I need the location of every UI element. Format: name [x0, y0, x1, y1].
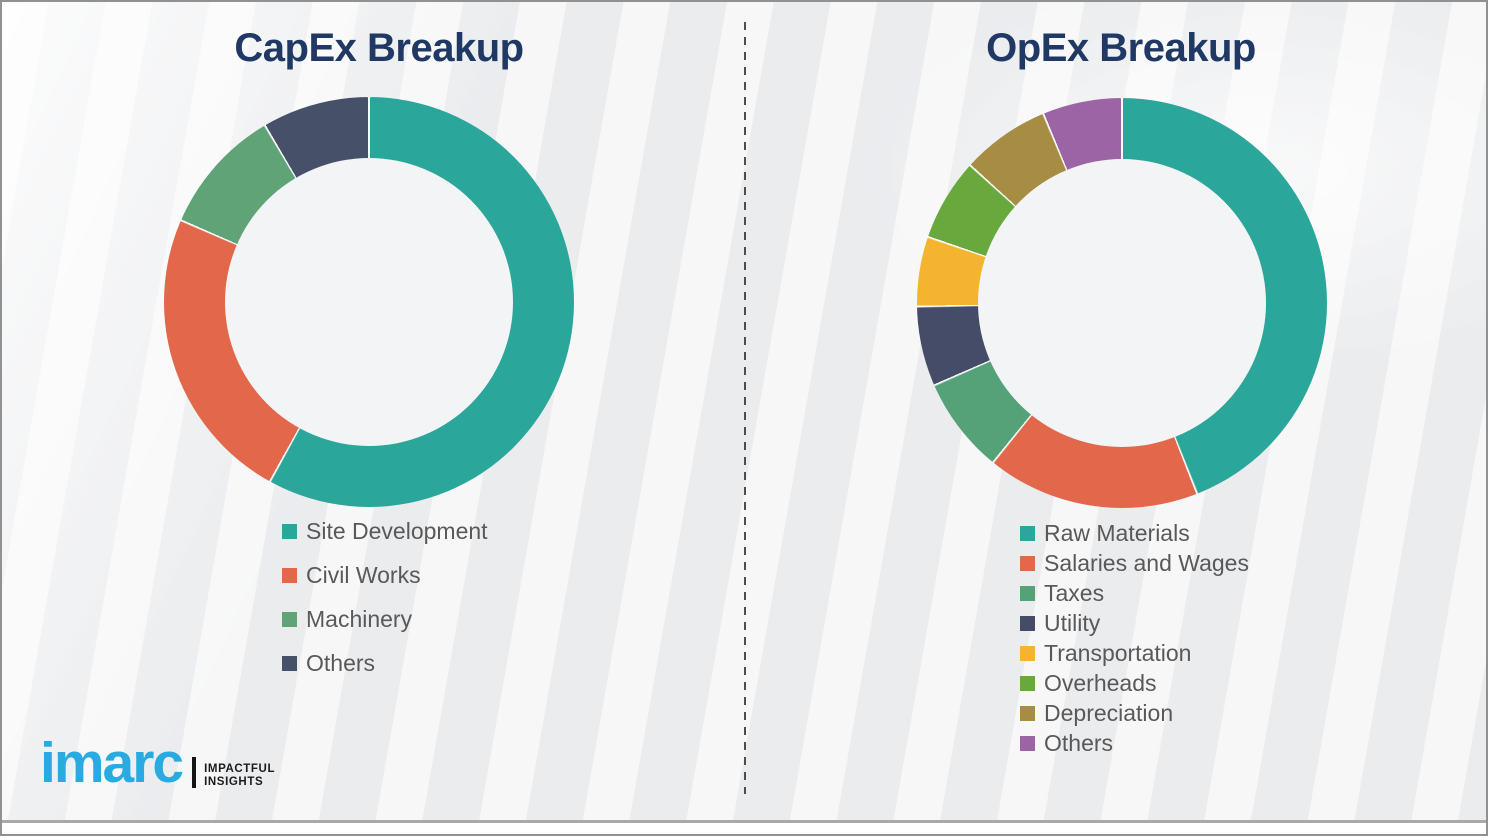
- legend-item: Utility: [1020, 608, 1249, 638]
- legend-label: Taxes: [1044, 579, 1105, 606]
- opex-donut-hole: [978, 159, 1266, 447]
- legend-swatch: [282, 655, 297, 671]
- bottom-margin: [2, 823, 1486, 834]
- legend-item: Site Development: [282, 509, 488, 553]
- legend-label: Civil Works: [306, 561, 421, 588]
- legend-item: Salaries and Wages: [1020, 548, 1249, 578]
- legend-item: Depreciation: [1020, 698, 1249, 728]
- legend-item: Machinery: [282, 597, 488, 641]
- legend-swatch: [1020, 585, 1035, 601]
- legend-label: Others: [306, 649, 376, 676]
- legend-swatch: [282, 611, 297, 627]
- legend-item: Raw Materials: [1020, 518, 1249, 548]
- legend-swatch: [282, 567, 297, 583]
- capex-chart-title: CapEx Breakup: [234, 26, 524, 70]
- legend-item: Transportation: [1020, 638, 1249, 668]
- legend-label: Machinery: [306, 605, 413, 632]
- legend-item: Overheads: [1020, 668, 1249, 698]
- legend-label: Others: [1044, 729, 1114, 756]
- imarc-logo-wordmark: imarc: [40, 731, 184, 795]
- legend-label: Overheads: [1044, 669, 1157, 696]
- legend-label: Salaries and Wages: [1044, 549, 1249, 576]
- legend-swatch: [1020, 675, 1035, 691]
- logo-tagline: IMPACTFUL INSIGHTS: [204, 763, 275, 789]
- legend-label: Depreciation: [1044, 699, 1174, 726]
- legend-swatch: [1020, 705, 1035, 721]
- capex-donut-chart: [164, 97, 574, 507]
- logo-tagline-line1: IMPACTFUL: [204, 762, 276, 775]
- logo-tagline-line2: INSIGHTS: [204, 775, 264, 788]
- capex-legend: Site Development Civil Works Machinery Othe…: [282, 509, 488, 685]
- legend-item: Others: [282, 641, 488, 685]
- legend-label: Transportation: [1044, 639, 1192, 666]
- opex-legend: Raw Materials Salaries and Wages Taxes Util…: [1020, 518, 1249, 758]
- legend-swatch: [1020, 735, 1035, 751]
- legend-item: Others: [1020, 728, 1249, 758]
- opex-donut-chart: [917, 98, 1327, 508]
- legend-item: Taxes: [1020, 578, 1249, 608]
- bottom-rule: [2, 820, 1486, 823]
- legend-swatch: [1020, 525, 1035, 541]
- legend-item: Civil Works: [282, 553, 488, 597]
- capex-donut-hole: [225, 158, 513, 446]
- legend-label: Utility: [1044, 609, 1101, 636]
- imarc-logo: imarc IMPACTFUL INSIGHTS: [40, 735, 275, 792]
- logo-divider-bar: [192, 757, 197, 788]
- legend-swatch: [282, 523, 297, 539]
- legend-swatch: [1020, 555, 1035, 571]
- legend-swatch: [1020, 645, 1035, 661]
- opex-chart-title: OpEx Breakup: [986, 26, 1256, 70]
- legend-label: Raw Materials: [1044, 519, 1190, 546]
- vertical-dashed-divider: [744, 22, 746, 794]
- legend-label: Site Development: [306, 517, 488, 544]
- legend-swatch: [1020, 615, 1035, 631]
